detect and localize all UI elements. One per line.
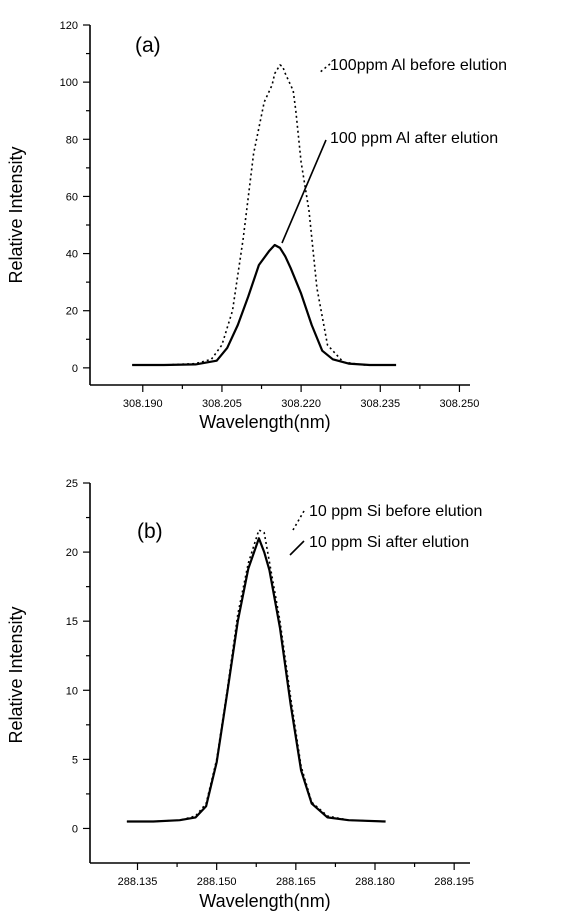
panel-label: (a) — [135, 34, 161, 57]
x-tick-label: 308.220 — [281, 398, 321, 410]
x-tick-label: 288.150 — [197, 876, 237, 888]
annotation-leader-line — [281, 139, 327, 244]
y-tick-label: 25 — [66, 478, 78, 490]
y-axis-title: Relative Intensity — [6, 606, 26, 743]
annotation-leader-line — [292, 510, 305, 531]
series-line-before-elution — [126, 529, 386, 823]
series-line-before-elution — [132, 64, 397, 366]
chart-panel-a: 308.190 308.205 308.220 308.235 308.250 0 20 40… — [6, 20, 507, 432]
y-tick-label: 20 — [66, 547, 78, 559]
y-tick-label: 100 — [60, 77, 78, 89]
series-annotation: 100ppm Al before elution — [330, 57, 507, 74]
y-tick-label: 5 — [72, 754, 78, 766]
series-annotation: 100 ppm Al after elution — [330, 130, 498, 147]
x-tick-label: 288.195 — [434, 876, 474, 888]
series-annotation: 10 ppm Si after elution — [309, 534, 469, 551]
y-tick-label: 80 — [66, 134, 78, 146]
x-tick-label: 308.205 — [202, 398, 242, 410]
panel-label: (b) — [137, 520, 163, 543]
series-line-after-elution — [126, 537, 386, 823]
y-tick-label: 0 — [72, 823, 78, 835]
y-tick-label: 120 — [60, 20, 78, 32]
x-axis-title: Wavelength(nm) — [199, 412, 330, 432]
series-line-after-elution — [132, 243, 397, 367]
y-tick-label: 40 — [66, 249, 78, 261]
y-tick-label: 20 — [66, 306, 78, 318]
x-tick-label: 308.250 — [440, 398, 480, 410]
x-tick-label: 288.135 — [118, 876, 158, 888]
y-tick-label: 10 — [66, 685, 78, 697]
y-axis-title: Relative Intensity — [6, 146, 26, 283]
annotation-leader-line — [289, 540, 305, 556]
annotation-leader-line — [318, 63, 331, 74]
x-tick-label: 288.180 — [355, 876, 395, 888]
y-tick-label: 60 — [66, 191, 78, 203]
chart-panel-b: 288.135 288.150 288.165 288.180 288.195 0 5 10 1… — [6, 478, 482, 911]
x-tick-label: 308.235 — [360, 398, 400, 410]
x-tick-label: 288.165 — [276, 876, 316, 888]
x-axis-title: Wavelength(nm) — [199, 891, 330, 911]
y-tick-label: 15 — [66, 616, 78, 628]
series-annotation: 10 ppm Si before elution — [309, 503, 482, 520]
x-tick-label: 308.190 — [123, 398, 163, 410]
y-tick-label: 0 — [72, 363, 78, 375]
